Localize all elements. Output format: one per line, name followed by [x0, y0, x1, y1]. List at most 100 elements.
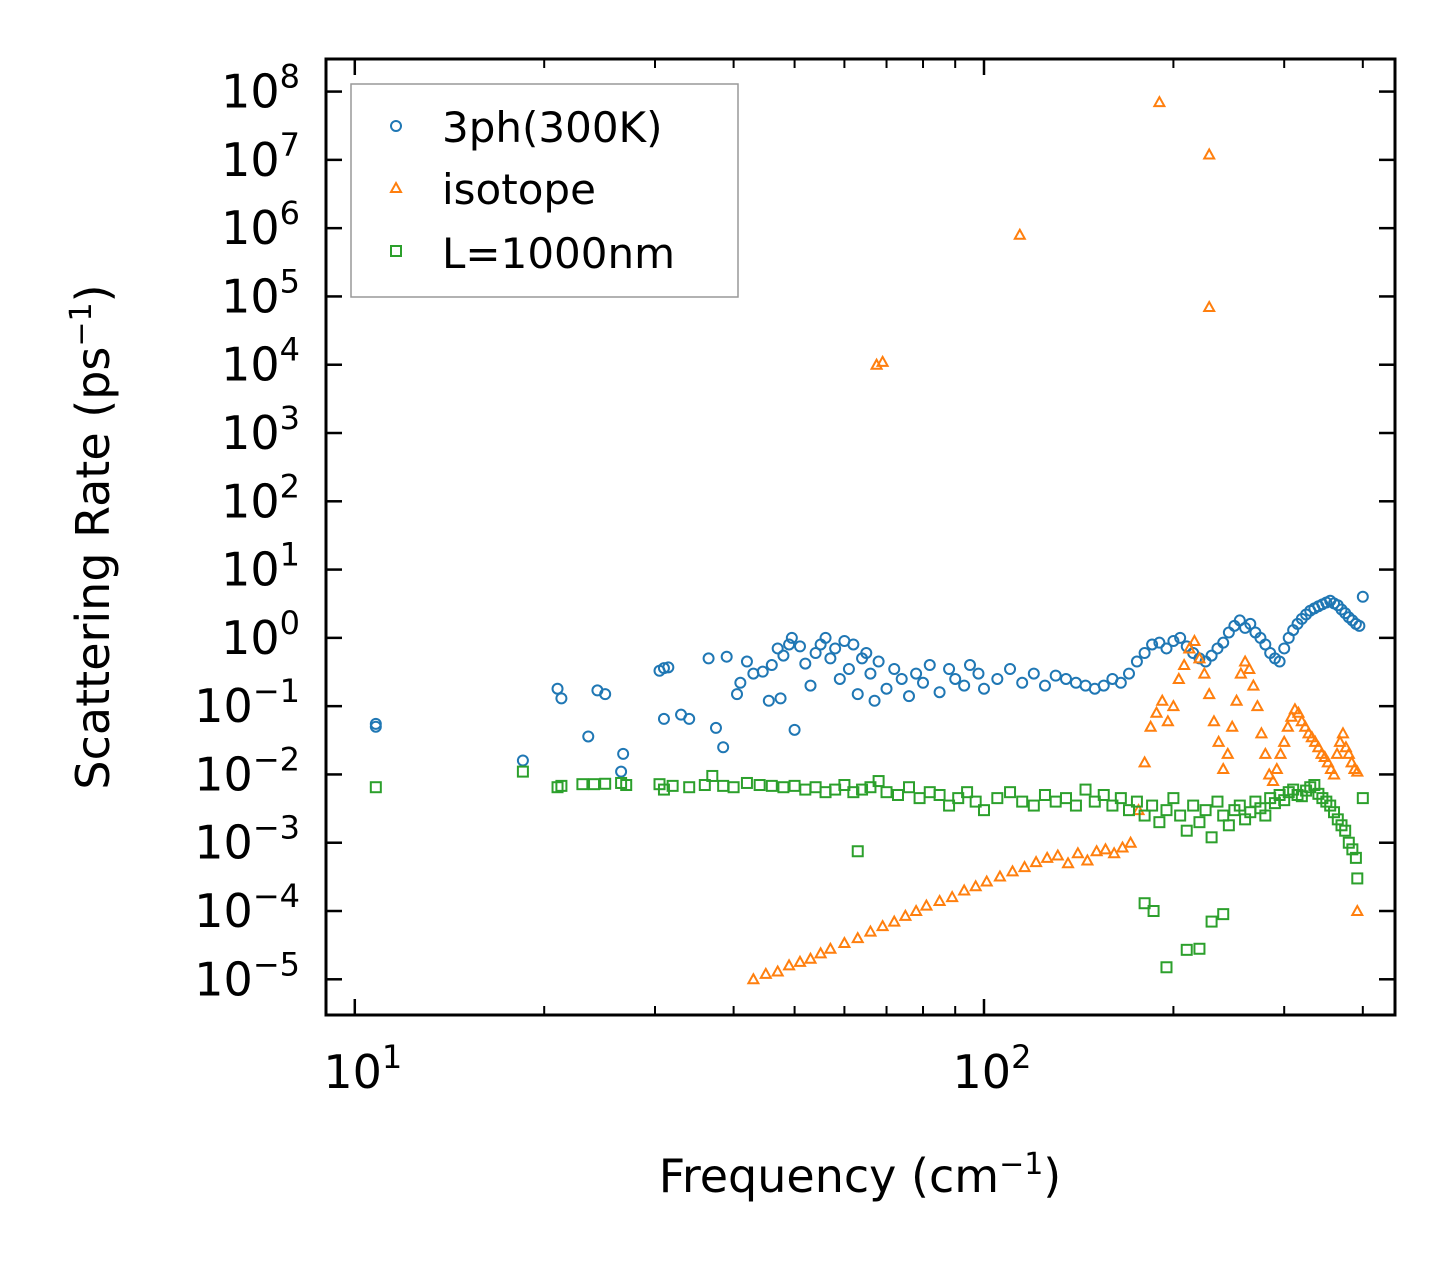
series-2-point: [1193, 816, 1206, 829]
axis-ticks: 10−5 10−4 10−3 10−2 10−1 100 101 102 103 104 105 10…: [194, 58, 1395, 1099]
series-1-point: [1172, 671, 1186, 684]
series-2-point: [1324, 799, 1337, 812]
series-1-point: [1273, 746, 1288, 759]
series-1-point: [1221, 746, 1235, 759]
series-0-point: [1278, 642, 1291, 655]
series-0-point: [819, 631, 832, 644]
series-0-point: [1217, 636, 1230, 649]
series-2-point: [1199, 804, 1212, 817]
series-0-point: [516, 754, 529, 767]
series-1-point: [1107, 846, 1121, 859]
series-2-point: [683, 781, 696, 794]
series-1-point: [1149, 705, 1164, 718]
series-0-point: [662, 661, 675, 674]
y-tick-label: 10−4: [194, 877, 300, 938]
series-0-point: [1205, 649, 1218, 662]
x-axis-label: Frequency (cm−1): [659, 1147, 1062, 1203]
series-1-point: [1333, 734, 1347, 747]
legend-marker-l1000nm: [390, 245, 402, 257]
series-2-point: [943, 799, 956, 812]
y-tick-label: 103: [221, 399, 300, 460]
series-0-point: [1153, 636, 1166, 649]
series-2-point: [753, 779, 766, 792]
series-2-point: [555, 779, 568, 792]
y-tick-label: 10−3: [194, 809, 300, 870]
series-2-point: [740, 776, 753, 789]
series-1-point: [1295, 714, 1309, 727]
series-1-point: [993, 869, 1007, 882]
series-1-point: [1202, 299, 1216, 313]
series-2-point: [847, 786, 860, 799]
series-0-point: [551, 682, 564, 695]
series-2-point: [666, 779, 679, 792]
series-2-point: [880, 786, 893, 799]
series-2-point: [1349, 851, 1362, 864]
series-2-point: [1320, 795, 1333, 808]
series-1-point: [1187, 633, 1202, 646]
series-1-point: [1202, 147, 1216, 160]
series-2-point: [1211, 795, 1224, 808]
series-0-point: [1097, 679, 1110, 692]
series-2-point: [913, 792, 926, 805]
data-marks: [369, 95, 1369, 985]
series-2-point: [1217, 908, 1230, 921]
series-2-point: [1193, 942, 1206, 955]
y-tick-label: 101: [221, 536, 300, 597]
series-2-point: [576, 778, 589, 791]
series-1-point: [746, 972, 761, 985]
series-1-point: [1311, 740, 1326, 753]
series-1-point: [945, 890, 959, 903]
series-2-point: [1016, 795, 1029, 808]
series-1-point: [1270, 761, 1284, 775]
series-2-point: [1106, 799, 1119, 812]
x-tick-label: 101: [323, 1038, 402, 1099]
series-0-point: [1273, 655, 1286, 668]
series-2-point: [1205, 831, 1218, 844]
series-0-point: [917, 676, 930, 689]
series-2-point: [864, 781, 877, 794]
series-1-point: [1350, 764, 1364, 777]
series-1-point: [1258, 746, 1273, 759]
series-1-point: [957, 883, 971, 896]
series-0-point: [804, 679, 817, 692]
series-2-point: [657, 783, 670, 796]
series-0-point: [747, 667, 760, 680]
series-2-point: [1167, 792, 1180, 805]
series-2-point: [961, 786, 974, 799]
series-2-point: [1114, 792, 1127, 805]
y-tick-label: 10−5: [194, 945, 300, 1006]
series-2-point: [1339, 824, 1352, 837]
series-1-point: [1342, 746, 1356, 759]
series-2-point: [788, 779, 801, 792]
series-0-point: [369, 717, 382, 730]
series-2-point: [872, 775, 885, 788]
legend-label-3ph: 3ph(300K): [442, 103, 662, 152]
x-axis-label-group: Frequency (cm−1): [659, 1147, 1062, 1203]
series-1-point: [1089, 844, 1104, 857]
series-0-point: [740, 655, 753, 668]
series-2-point: [1049, 795, 1062, 808]
series-0-point: [762, 694, 775, 707]
series-1-point: [887, 914, 901, 927]
series-1-point: [1137, 755, 1152, 768]
series-1-point: [875, 354, 890, 367]
series-1-point: [1182, 641, 1197, 654]
series-0-point: [1174, 631, 1187, 644]
series-0-point: [765, 659, 778, 672]
series-2-point: [1027, 799, 1040, 812]
series-2-point: [1060, 792, 1073, 805]
series-2-point: [1004, 786, 1017, 799]
series-1-point: [898, 908, 913, 921]
series-2-point: [1038, 788, 1051, 801]
series-2-point: [369, 781, 382, 794]
series-2-point: [1351, 872, 1364, 885]
series-2-point: [977, 804, 990, 817]
series-1-point: [1197, 666, 1212, 679]
series-1-point: [1254, 726, 1269, 739]
series-0-point: [977, 682, 990, 695]
series-1-point: [1051, 848, 1065, 861]
series-0-point: [1353, 619, 1366, 632]
series-0-point: [1027, 667, 1040, 680]
series-1-point: [837, 935, 852, 949]
series-0-point: [847, 638, 860, 651]
